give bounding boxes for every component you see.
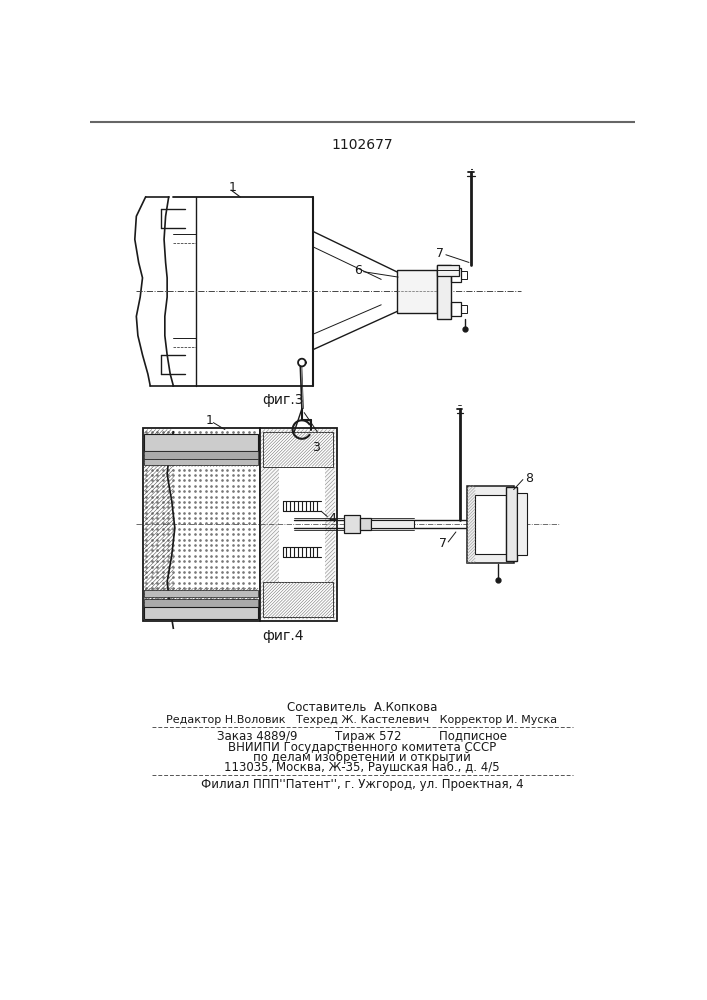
Text: 113035, Москва, Ж-35, Раушская наб., д. 4/5: 113035, Москва, Ж-35, Раушская наб., д. … [224, 761, 500, 774]
Bar [475, 495, 506, 554]
Bar [450, 268, 461, 282]
Bar [450, 302, 461, 316]
Bar [360, 518, 371, 530]
Bar [371, 520, 414, 528]
Bar [144, 590, 258, 597]
Bar [467, 486, 514, 563]
Bar [144, 607, 258, 619]
Text: Редактор Н.Воловик   Техред Ж. Кастелевич   Корректор И. Муска: Редактор Н.Воловик Техред Ж. Кастелевич … [166, 715, 558, 725]
Text: фиг.3: фиг.3 [262, 393, 303, 407]
Text: 1: 1 [228, 181, 237, 194]
Text: Составитель  А.Копкова: Составитель А.Копкова [287, 701, 437, 714]
Text: 1102677: 1102677 [331, 138, 393, 152]
Text: 8: 8 [525, 472, 533, 485]
Text: 4: 4 [329, 512, 337, 525]
Bar [264, 582, 333, 617]
Text: 7: 7 [436, 247, 445, 260]
Bar [437, 265, 450, 319]
Text: 1: 1 [206, 414, 214, 427]
Text: 7: 7 [439, 537, 447, 550]
Bar [144, 451, 258, 459]
Bar [438, 265, 459, 276]
Bar [461, 271, 467, 279]
Bar [397, 270, 437, 312]
Text: Филиал ППП''Патент'', г. Ужгород, ул. Проектная, 4: Филиал ППП''Патент'', г. Ужгород, ул. Пр… [201, 778, 523, 791]
Text: ВНИИПИ Государственного комитета СССР: ВНИИПИ Государственного комитета СССР [228, 741, 496, 754]
Text: Заказ 4889/9          Тираж 572          Подписное: Заказ 4889/9 Тираж 572 Подписное [217, 730, 507, 743]
Bar [506, 487, 518, 561]
Bar [144, 599, 258, 607]
Bar [461, 305, 467, 312]
Text: фиг.4: фиг.4 [262, 629, 303, 643]
Bar [518, 493, 527, 555]
Text: 3: 3 [312, 441, 320, 454]
Bar [144, 459, 258, 465]
Bar [259, 428, 337, 620]
Bar [264, 432, 333, 466]
Bar [279, 466, 325, 586]
Text: 6: 6 [354, 264, 362, 277]
Bar [144, 434, 258, 451]
Text: по делам изобретений и открытий: по делам изобретений и открытий [253, 751, 471, 764]
Bar [344, 515, 360, 533]
